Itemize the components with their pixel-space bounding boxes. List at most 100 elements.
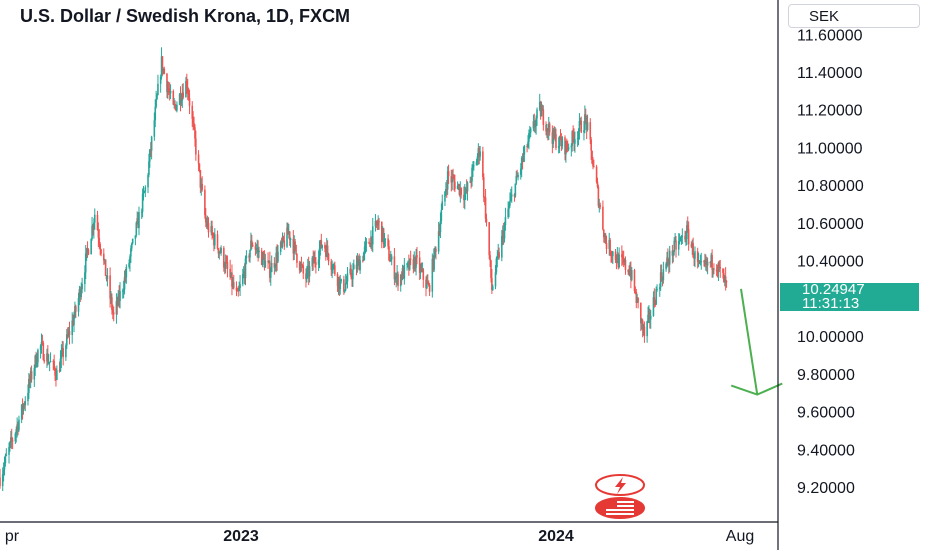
candle: [160, 47, 163, 80]
candle: [441, 194, 444, 210]
price-axis[interactable]: 9.20000 9.40000 9.60000 9.80000 10.00000 10.2…: [797, 27, 864, 497]
candle: [257, 240, 259, 262]
candle: [536, 107, 538, 126]
candle: [186, 73, 188, 95]
candle: [611, 251, 613, 263]
candle: [150, 135, 153, 160]
candle: [232, 277, 234, 289]
candle: [457, 183, 460, 190]
candle: [231, 264, 233, 296]
candle: [458, 183, 461, 197]
candle: [659, 264, 662, 291]
candle: [447, 164, 450, 184]
candle: [637, 297, 639, 309]
candle: [206, 215, 209, 230]
candle: [111, 293, 113, 315]
candle: [43, 353, 46, 364]
candle: [390, 254, 393, 266]
candle: [312, 250, 314, 271]
candle: [162, 67, 165, 75]
candle: [641, 318, 644, 338]
candle: [685, 231, 687, 247]
candle: [412, 254, 415, 274]
candle: [586, 114, 589, 132]
candle: [376, 219, 379, 231]
candle: [218, 250, 221, 260]
candle: [299, 261, 302, 273]
candle: [167, 81, 170, 96]
candle: [286, 222, 288, 248]
currency-button[interactable]: SEK: [788, 4, 920, 28]
candle: [1, 467, 4, 492]
candle: [473, 160, 475, 171]
candle: [547, 128, 549, 141]
candle: [33, 364, 36, 387]
candle: [693, 252, 695, 267]
candle: [191, 101, 194, 128]
candle: [529, 127, 532, 138]
candle: [573, 128, 575, 152]
us-flag-icon[interactable]: [595, 497, 645, 519]
candle: [256, 239, 259, 258]
time-axis[interactable]: pr 2023 2024 Aug: [5, 528, 754, 545]
candle: [704, 254, 707, 271]
candle: [623, 258, 626, 266]
candle: [471, 164, 473, 187]
price-tick-label: 11.00000: [797, 140, 863, 157]
candle: [711, 249, 713, 278]
candle: [671, 244, 674, 264]
candle: [301, 263, 304, 269]
candle: [270, 255, 273, 273]
candle: [61, 340, 64, 357]
candle: [465, 179, 468, 194]
candle: [4, 453, 7, 467]
candle: [526, 143, 528, 153]
projection-arrow-head: [730, 382, 783, 396]
candle: [382, 227, 385, 249]
candle: [223, 261, 226, 275]
candle: [496, 250, 499, 268]
candle: [363, 241, 366, 261]
candle: [169, 84, 172, 99]
candle: [128, 259, 130, 269]
candle: [557, 137, 560, 154]
candle: [402, 265, 405, 279]
candle: [326, 240, 329, 260]
candle: [343, 289, 346, 294]
candle: [439, 212, 442, 238]
candle: [99, 242, 101, 256]
candle: [371, 217, 374, 253]
candle: [654, 299, 657, 307]
candle: [713, 263, 715, 275]
candle: [346, 266, 349, 289]
candle: [456, 181, 459, 190]
candle: [393, 247, 396, 286]
candle: [435, 246, 437, 260]
candle: [444, 191, 446, 206]
candle: [640, 318, 643, 330]
candle: [605, 235, 608, 254]
candle: [179, 86, 182, 112]
candle: [413, 251, 416, 272]
candle: [572, 125, 574, 143]
candle: [210, 220, 212, 236]
lightning-icon[interactable]: [595, 474, 645, 496]
candle: [712, 268, 714, 278]
candle: [339, 274, 342, 295]
candle: [154, 99, 157, 128]
candle: [421, 262, 424, 273]
candle: [245, 250, 248, 265]
candle: [344, 273, 347, 292]
candle: [514, 183, 517, 198]
candle: [640, 302, 642, 331]
candle: [261, 251, 264, 268]
candle: [551, 125, 554, 154]
candle: [16, 417, 18, 438]
candle: [84, 245, 87, 279]
candle: [67, 326, 70, 338]
candle: [501, 229, 503, 262]
candle: [482, 173, 485, 203]
candle: [528, 125, 531, 139]
candle: [355, 255, 358, 276]
